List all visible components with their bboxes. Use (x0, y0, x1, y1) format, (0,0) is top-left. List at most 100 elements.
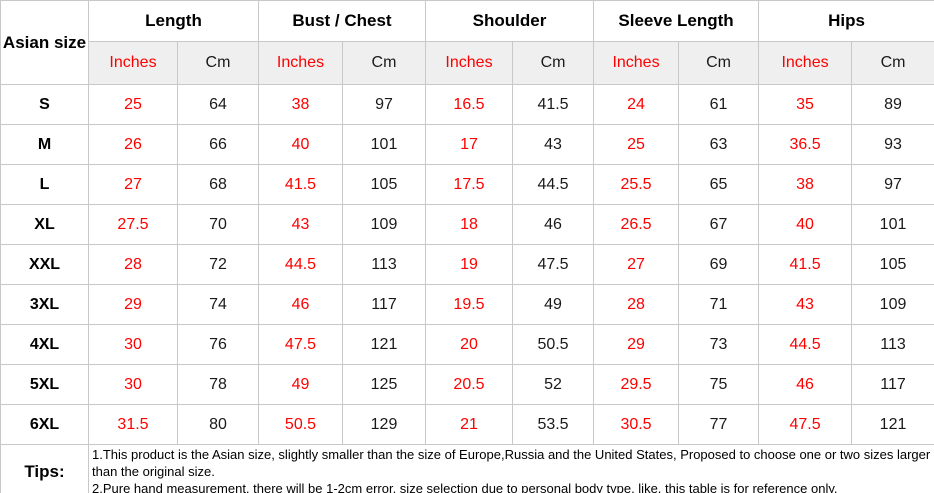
value-cell-inches: 49 (258, 364, 343, 405)
value-cell-inches: 44.5 (258, 244, 343, 285)
value-cell-cm: 46 (511, 204, 595, 245)
value-cell-cm: 70 (177, 204, 259, 245)
tips-note-2: 2.Pure hand measurement, there will be 1… (92, 480, 838, 493)
value-cell-inches: 28 (593, 284, 680, 325)
value-cell-inches: 26 (88, 124, 178, 165)
value-cell-inches: 43 (758, 284, 853, 325)
value-cell-inches: 18 (425, 204, 513, 245)
value-cell-inches: 24 (593, 84, 680, 125)
value-cell-inches: 19.5 (425, 284, 513, 325)
value-cell-cm: 75 (678, 364, 760, 405)
value-cell-cm: 77 (678, 404, 760, 445)
value-cell-inches: 28 (88, 244, 178, 285)
group-header-sleeve-length: Sleeve Length (593, 0, 760, 42)
value-cell-inches: 17 (425, 124, 513, 165)
value-cell-inches: 47.5 (258, 324, 343, 365)
value-cell-inches: 19 (425, 244, 513, 285)
value-cell-cm: 101 (851, 204, 934, 245)
unit-header-inches: Inches (88, 41, 178, 85)
value-cell-inches: 31.5 (88, 404, 178, 445)
table-row: 3XL 29 74 46 117 19.5 49 28 71 43 109 (0, 284, 934, 325)
table-row: 6XL 31.5 80 50.5 129 21 53.5 30.5 77 47.5 121 (0, 404, 934, 445)
value-cell-inches: 43 (258, 204, 343, 245)
value-cell-inches: 20.5 (425, 364, 513, 405)
value-cell-cm: 105 (851, 244, 934, 285)
table-row: XL 27.5 70 43 109 18 46 26.5 67 40 101 (0, 204, 934, 245)
group-header-length: Length (88, 0, 259, 42)
value-cell-cm: 76 (177, 324, 259, 365)
value-cell-inches: 20 (425, 324, 513, 365)
table-row: L 27 68 41.5 105 17.5 44.5 25.5 65 38 97 (0, 164, 934, 205)
value-cell-inches: 29 (593, 324, 680, 365)
value-cell-inches: 35 (758, 84, 853, 125)
group-header-hips: Hips (758, 0, 934, 42)
unit-header-inches: Inches (758, 41, 853, 85)
corner-header: Asian size (0, 0, 89, 85)
unit-header-row: Inches Cm Inches Cm Inches Cm Inches Cm … (1, 41, 934, 85)
value-cell-cm: 67 (678, 204, 760, 245)
unit-header-cm: Cm (511, 41, 595, 85)
value-cell-inches: 38 (258, 84, 343, 125)
tips-row: Tips: 1.This product is the Asian size, … (0, 444, 934, 493)
value-cell-cm: 68 (177, 164, 259, 205)
value-cell-inches: 27 (88, 164, 178, 205)
unit-header-cm: Cm (342, 41, 426, 85)
size-cell: M (0, 124, 89, 165)
size-cell: 6XL (0, 404, 89, 445)
value-cell-inches: 27 (593, 244, 680, 285)
value-cell-cm: 80 (177, 404, 259, 445)
value-cell-cm: 89 (851, 84, 934, 125)
tips-text: 1.This product is the Asian size, slight… (87, 444, 934, 493)
value-cell-cm: 64 (177, 84, 259, 125)
value-cell-inches: 46 (758, 364, 853, 405)
value-cell-cm: 41.5 (511, 84, 595, 125)
value-cell-cm: 65 (678, 164, 760, 205)
value-cell-cm: 71 (678, 284, 760, 325)
unit-header-inches: Inches (593, 41, 680, 85)
value-cell-inches: 25.5 (593, 164, 680, 205)
value-cell-inches: 40 (758, 204, 853, 245)
group-header-bust-chest: Bust / Chest (258, 0, 426, 42)
value-cell-cm: 117 (342, 284, 426, 325)
value-cell-cm: 117 (851, 364, 934, 405)
value-cell-cm: 109 (342, 204, 426, 245)
value-cell-cm: 113 (342, 244, 426, 285)
value-cell-cm: 53.5 (511, 404, 595, 445)
tips-note-1: 1.This product is the Asian size, slight… (92, 447, 931, 479)
value-cell-cm: 125 (342, 364, 426, 405)
value-cell-inches: 38 (758, 164, 853, 205)
value-cell-cm: 72 (177, 244, 259, 285)
value-cell-cm: 109 (851, 284, 934, 325)
value-cell-cm: 113 (851, 324, 934, 365)
value-cell-inches: 25 (88, 84, 178, 125)
value-cell-inches: 29 (88, 284, 178, 325)
value-cell-inches: 25 (593, 124, 680, 165)
value-cell-cm: 101 (342, 124, 426, 165)
value-cell-cm: 63 (678, 124, 760, 165)
value-cell-cm: 121 (342, 324, 426, 365)
unit-header-cm: Cm (678, 41, 760, 85)
value-cell-inches: 30.5 (593, 404, 680, 445)
unit-header-cm: Cm (177, 41, 259, 85)
table-row: 5XL 30 78 49 125 20.5 52 29.5 75 46 117 (0, 364, 934, 405)
unit-header-cm: Cm (851, 41, 934, 85)
value-cell-inches: 47.5 (758, 404, 853, 445)
value-cell-inches: 40 (258, 124, 343, 165)
value-cell-inches: 36.5 (758, 124, 853, 165)
value-cell-inches: 41.5 (258, 164, 343, 205)
value-cell-cm: 105 (342, 164, 426, 205)
value-cell-cm: 44.5 (511, 164, 595, 205)
table-row: XXL 28 72 44.5 113 19 47.5 27 69 41.5 105 (0, 244, 934, 285)
value-cell-cm: 97 (851, 164, 934, 205)
value-cell-cm: 66 (177, 124, 259, 165)
value-cell-inches: 21 (425, 404, 513, 445)
size-cell: 4XL (0, 324, 89, 365)
size-cell: 3XL (0, 284, 89, 325)
value-cell-inches: 30 (88, 364, 178, 405)
value-cell-cm: 93 (851, 124, 934, 165)
value-cell-inches: 16.5 (425, 84, 513, 125)
size-cell: XL (0, 204, 89, 245)
value-cell-cm: 129 (342, 404, 426, 445)
group-header-row: Asian size Length Bust / Chest Shoulder … (0, 0, 934, 85)
